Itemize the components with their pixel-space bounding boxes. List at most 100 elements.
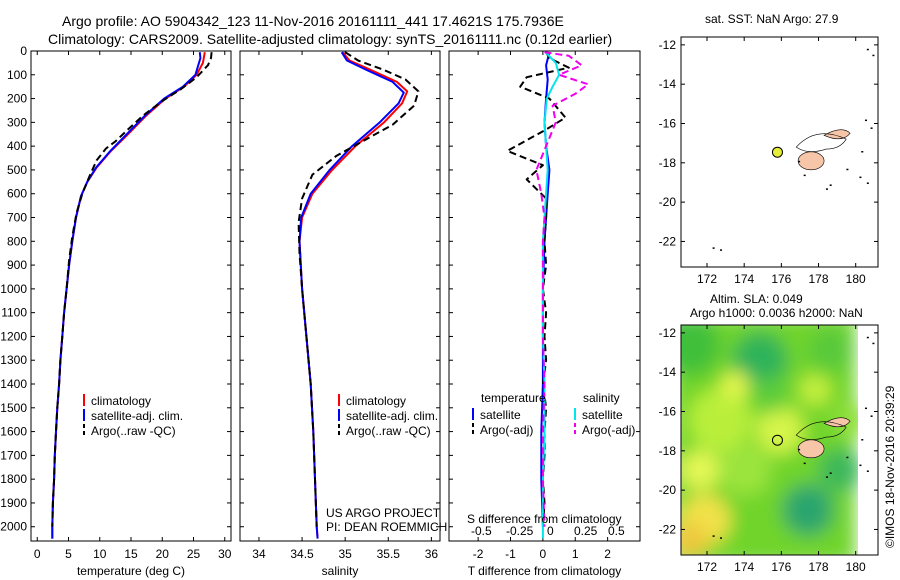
x-tick-label: 0 xyxy=(540,547,547,561)
sla-blob xyxy=(756,406,804,454)
s-tick-label: 0.5 xyxy=(608,524,625,538)
sla-blob xyxy=(681,522,708,555)
s-tick-label: -0.25 xyxy=(506,524,534,538)
depth-tick-label: 600 xyxy=(7,187,27,201)
x-tick-label: 34 xyxy=(252,547,266,561)
islet xyxy=(864,407,867,410)
depth-tick-label: 2000 xyxy=(0,520,27,534)
islet xyxy=(866,48,869,51)
map-y-tick-label: -14 xyxy=(659,365,677,379)
s-tick-label: 0 xyxy=(547,524,554,538)
x-tick-label: -2 xyxy=(473,547,484,561)
reef-outline xyxy=(795,133,847,152)
x-axis-label: T difference from climatology xyxy=(468,564,622,578)
map-y-tick-label: -22 xyxy=(659,522,677,536)
panel-frame-difference xyxy=(448,50,641,542)
x-tick-label: 25 xyxy=(187,547,201,561)
island-vanua-levu xyxy=(823,129,851,140)
float-marker xyxy=(771,434,783,446)
x-axis-label: salinity xyxy=(322,564,359,578)
islet xyxy=(720,249,723,251)
series-line-satellite-adj-clim- xyxy=(51,52,202,539)
depth-tick-label: 700 xyxy=(7,211,27,225)
depth-tick-label: 800 xyxy=(7,234,27,248)
legend-header-salinity: salinity xyxy=(583,391,620,405)
series-line-climatology xyxy=(51,52,206,539)
map-y-tick-label: -18 xyxy=(659,156,677,170)
islet xyxy=(866,336,869,339)
legend-label: climatology xyxy=(91,394,151,408)
s-tick-label: -0.5 xyxy=(471,524,492,538)
sla-blob xyxy=(688,388,752,452)
sla-blob xyxy=(732,332,788,388)
islet xyxy=(870,415,873,417)
x-tick-label: 5 xyxy=(65,547,72,561)
map-y-tick-label: -20 xyxy=(659,483,677,497)
islet xyxy=(846,168,849,171)
x-axis-label: temperature (deg C) xyxy=(77,564,185,578)
depth-tick-label: 100 xyxy=(7,68,27,82)
depth-tick-label: 0 xyxy=(20,44,27,58)
islet xyxy=(825,476,828,478)
depth-tick-label: 1100 xyxy=(1,306,27,320)
islet xyxy=(870,127,873,129)
panel-frame-temperature xyxy=(30,50,232,542)
depth-tick-label: 1000 xyxy=(0,282,27,296)
series-line-argo-adj- xyxy=(506,51,570,527)
sla-blob xyxy=(818,448,858,492)
sla-blob xyxy=(782,484,834,536)
map-x-tick-label: 178 xyxy=(809,560,829,574)
legend-label: Argo(..raw -QC) xyxy=(346,424,431,438)
depth-tick-label: 400 xyxy=(7,139,27,153)
legend-label: Argo(-adj) xyxy=(480,423,533,437)
panel-difference: -2 -1 0 1 2 T difference from climatology -0.5… xyxy=(448,50,641,578)
legend-label: satellite-adj. clim. xyxy=(91,409,183,423)
legend-header-temperature: temperature xyxy=(481,391,546,405)
x-tick-label: 2 xyxy=(604,547,611,561)
island-vanua-levu xyxy=(823,417,851,428)
legend-label: satellite-adj. clim. xyxy=(346,409,438,423)
s-axis-label: S difference from climatology xyxy=(467,512,622,526)
map-y-tick-label: -12 xyxy=(659,326,677,340)
legend-label: Argo(-adj) xyxy=(582,423,635,437)
float-marker xyxy=(771,146,783,158)
sla-blob xyxy=(681,450,720,490)
legend-label: satellite xyxy=(582,408,623,422)
series-line-argo-raw-qc- xyxy=(51,52,213,527)
depth-tick-label: 1500 xyxy=(0,401,27,415)
sla-blob xyxy=(808,328,852,372)
map-y-tick-label: -16 xyxy=(659,116,677,130)
depth-tick-label: 1900 xyxy=(0,496,27,510)
sla-blob xyxy=(719,444,771,496)
project-line-1: US ARGO PROJECT xyxy=(326,506,441,520)
series-line-argo-raw-qc- xyxy=(297,51,420,527)
x-tick-label: 15 xyxy=(124,547,138,561)
reef-outline xyxy=(795,421,847,440)
depth-tick-label: 300 xyxy=(7,115,27,129)
legend-label: satellite xyxy=(480,408,521,422)
depth-tick-label: 900 xyxy=(7,258,27,272)
panel-salinity: 34 34.5 35 35.5 36 salinity climatologysatelli… xyxy=(239,50,441,578)
map-x-tick-label: 172 xyxy=(697,272,717,286)
depth-tick-label: 200 xyxy=(7,92,27,106)
islet xyxy=(825,188,828,190)
map-x-tick-label: 176 xyxy=(771,560,791,574)
islet xyxy=(861,439,864,441)
sla-title-2: Argo h1000: 0.0036 h2000: NaN xyxy=(690,306,863,320)
panel-temperature: 0100200300400500600700800900100011001200… xyxy=(0,44,231,578)
map-x-tick-label: 180 xyxy=(846,272,866,286)
islet xyxy=(798,448,801,451)
depth-tick-label: 1400 xyxy=(0,377,27,391)
islet xyxy=(829,472,832,474)
sla-title-1: Altim. SLA: 0.049 xyxy=(710,292,803,306)
map-y-tick-label: -22 xyxy=(659,234,677,248)
map-x-tick-label: 180 xyxy=(846,560,866,574)
x-tick-label: -1 xyxy=(505,547,516,561)
sla-field xyxy=(681,325,858,555)
islet xyxy=(872,342,875,345)
sla-blob xyxy=(721,371,749,399)
depth-tick-label: 1600 xyxy=(0,425,27,439)
islet xyxy=(872,54,875,57)
x-tick-label: 1 xyxy=(572,547,579,561)
